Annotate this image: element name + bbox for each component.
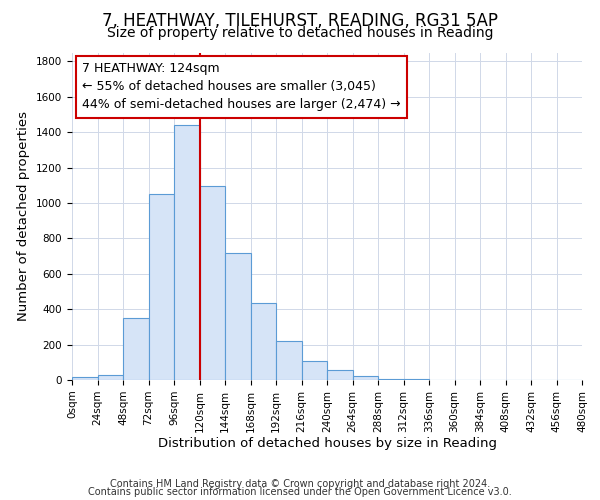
Text: 7, HEATHWAY, TILEHURST, READING, RG31 5AP: 7, HEATHWAY, TILEHURST, READING, RG31 5A… [102, 12, 498, 30]
Bar [225, 252, 251, 380]
Bar [353, 376, 378, 380]
Text: Contains HM Land Registry data © Crown copyright and database right 2024.: Contains HM Land Registry data © Crown c… [110, 479, 490, 489]
Bar [123, 318, 149, 380]
Bar [97, 374, 123, 380]
Bar [174, 125, 199, 380]
Text: Size of property relative to detached houses in Reading: Size of property relative to detached ho… [107, 26, 493, 40]
X-axis label: Distribution of detached houses by size in Reading: Distribution of detached houses by size … [157, 438, 497, 450]
Text: Contains public sector information licensed under the Open Government Licence v3: Contains public sector information licen… [88, 487, 512, 497]
Bar [199, 186, 225, 380]
Bar [302, 362, 327, 380]
Bar [72, 378, 97, 380]
Bar [149, 194, 174, 380]
Bar [327, 370, 353, 380]
Bar [378, 378, 404, 380]
Bar [276, 341, 302, 380]
Y-axis label: Number of detached properties: Number of detached properties [17, 112, 31, 322]
Bar [251, 303, 276, 380]
Text: 7 HEATHWAY: 124sqm
← 55% of detached houses are smaller (3,045)
44% of semi-deta: 7 HEATHWAY: 124sqm ← 55% of detached hou… [82, 62, 401, 112]
